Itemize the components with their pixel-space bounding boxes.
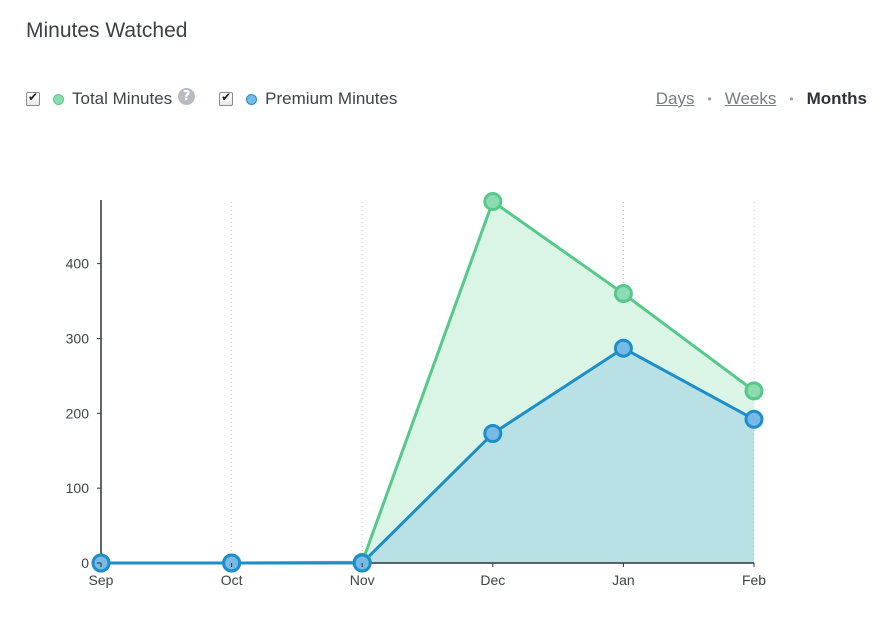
x-tick-label: Dec bbox=[480, 572, 505, 588]
range-separator: • bbox=[707, 92, 712, 106]
total-minutes-swatch bbox=[53, 93, 64, 105]
x-tick-label: Nov bbox=[350, 572, 375, 588]
data-point bbox=[744, 381, 764, 401]
range-weeks-link[interactable]: Weeks bbox=[724, 89, 777, 108]
range-months-link[interactable]: Months bbox=[806, 89, 867, 108]
help-icon[interactable]: ? bbox=[178, 87, 196, 105]
y-tick-label: 200 bbox=[66, 405, 90, 421]
x-tick-label: Oct bbox=[221, 572, 243, 588]
data-point bbox=[613, 338, 633, 358]
series-line-1 bbox=[101, 346, 755, 565]
y-tick-label: 400 bbox=[66, 256, 90, 272]
premium-minutes-checkbox[interactable] bbox=[219, 90, 234, 106]
legend: Total Minutes ? Premium Minutes bbox=[26, 86, 421, 112]
premium-minutes-label: Premium Minutes bbox=[265, 89, 398, 108]
time-range-selector: Days • Weeks • Months bbox=[656, 86, 867, 112]
chart-title: Minutes Watched bbox=[26, 19, 188, 42]
premium-minutes-swatch bbox=[246, 93, 258, 105]
legend-item-premium-minutes: Premium Minutes bbox=[219, 89, 397, 109]
x-tick-label: Feb bbox=[742, 572, 766, 588]
data-point bbox=[483, 191, 503, 211]
data-point bbox=[613, 284, 633, 304]
data-point bbox=[744, 409, 764, 429]
data-point bbox=[483, 424, 503, 444]
x-tick-label: Jan bbox=[612, 572, 635, 588]
x-tick-label: Sep bbox=[89, 572, 114, 588]
y-tick-label: 100 bbox=[66, 480, 90, 496]
range-separator: • bbox=[789, 92, 794, 106]
y-tick-label: 300 bbox=[66, 330, 90, 346]
range-days-link[interactable]: Days bbox=[655, 89, 695, 108]
series-area-1 bbox=[101, 348, 754, 563]
total-minutes-label: Total Minutes bbox=[72, 89, 173, 108]
total-minutes-checkbox[interactable] bbox=[26, 90, 40, 106]
y-tick-label: 0 bbox=[81, 555, 89, 571]
legend-item-total-minutes: Total Minutes ? bbox=[26, 87, 196, 109]
